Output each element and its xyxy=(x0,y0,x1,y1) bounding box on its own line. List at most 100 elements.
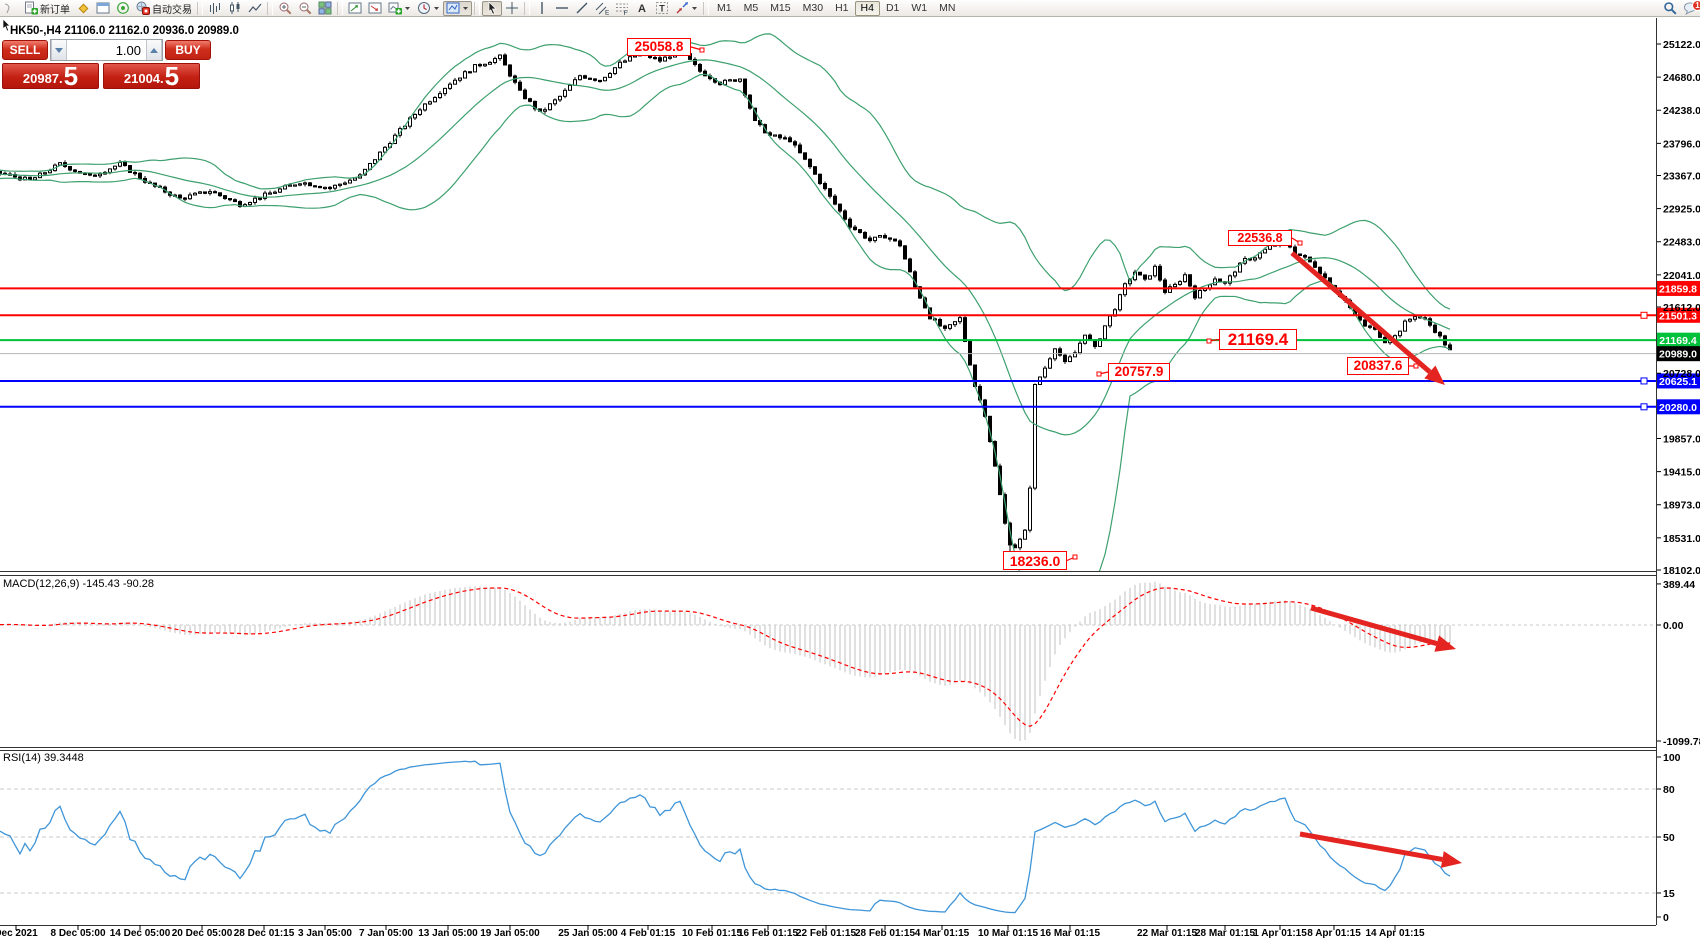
candles-layer xyxy=(0,49,1452,560)
price-annotation[interactable]: 25058.8 xyxy=(627,38,691,56)
rsi-axis-tick: 100 xyxy=(1663,752,1681,764)
arrows-button[interactable] xyxy=(672,1,701,16)
lot-size-value[interactable]: 1.00 xyxy=(67,40,146,60)
timeframe-M1[interactable]: M1 xyxy=(711,1,738,16)
price-annotation[interactable]: 18236.0 xyxy=(1003,551,1067,570)
zoom-out-icon[interactable] xyxy=(295,1,315,16)
bollinger-bands xyxy=(0,34,1450,594)
timeframe-M15[interactable]: M15 xyxy=(764,1,796,16)
trend-arrow-head xyxy=(1441,851,1462,868)
trend-arrow[interactable] xyxy=(1311,608,1437,644)
time-axis-label: 20 Dec 05:00 xyxy=(172,928,233,939)
annotation-anchor xyxy=(1097,372,1101,376)
price-annotation[interactable]: 22536.8 xyxy=(1228,230,1292,246)
chart-title: HK50-,H4 21106.0 21162.0 20936.0 20989.0 xyxy=(10,25,239,37)
svg-text:T: T xyxy=(659,4,665,14)
timeframe-M30[interactable]: M30 xyxy=(797,1,829,16)
add-indicator-button[interactable] xyxy=(385,1,414,16)
timeframe-W1[interactable]: W1 xyxy=(905,1,933,16)
macd-indicator-label: MACD(12,26,9) -145.43 -90.28 xyxy=(3,578,154,590)
signal-icon[interactable] xyxy=(113,1,133,16)
partial-icon[interactable] xyxy=(1,1,21,16)
auto-scroll-icon[interactable] xyxy=(345,1,365,16)
notifications-icon[interactable]: 1 xyxy=(1680,1,1700,16)
rsi-axis-tick: 50 xyxy=(1663,832,1675,844)
new-order-button[interactable]: 新订单 xyxy=(21,1,73,16)
rsi-indicator-label: RSI(14) 39.3448 xyxy=(3,752,84,764)
timeframe-H1[interactable]: H1 xyxy=(829,1,854,16)
time-axis-label: 16 Feb 01:15 xyxy=(738,928,798,939)
zoom-in-icon[interactable] xyxy=(275,1,295,16)
annotation-anchor xyxy=(1073,555,1077,559)
rsi-axis-tick: 80 xyxy=(1663,784,1675,796)
triangle-up-icon xyxy=(150,48,158,53)
timeframe-M5[interactable]: M5 xyxy=(738,1,765,16)
buy-price-main: 21004. xyxy=(124,71,164,87)
quote-row: 20987.5 21004.5 xyxy=(2,63,213,89)
line-handle[interactable] xyxy=(1641,378,1647,384)
sell-price-main: 20987. xyxy=(23,71,63,87)
time-axis-label: 7 Jan 05:00 xyxy=(359,928,413,939)
chart-window-icon[interactable] xyxy=(93,1,113,16)
svg-text:A: A xyxy=(638,3,646,15)
horizontal-line-button[interactable] xyxy=(552,1,572,16)
dropdown-caret-icon xyxy=(691,1,698,15)
crosshair-button[interactable] xyxy=(502,1,522,16)
lot-increase-button[interactable] xyxy=(146,40,162,60)
price-tag-label: 21859.8 xyxy=(1659,283,1697,295)
time-axis-label: Dec 2021 xyxy=(0,928,38,939)
autotrade-button[interactable]: 自动交易 xyxy=(133,1,195,16)
annotation-anchor xyxy=(700,48,704,52)
time-axis-label: 8 Apr 01:15 xyxy=(1307,928,1361,939)
one-click-trading-panel: SELL 1.00 BUY 20987.5 21004.5 xyxy=(2,39,213,89)
trendline-button[interactable] xyxy=(572,1,592,16)
tile-windows-icon[interactable] xyxy=(315,1,335,16)
buy-button[interactable]: BUY xyxy=(165,40,211,60)
price-axis-tick: 23796.0 xyxy=(1663,138,1700,150)
time-axis-label: 22 Mar 01:15 xyxy=(1137,928,1197,939)
templates-button[interactable] xyxy=(443,1,472,16)
lot-size-spinner: 1.00 xyxy=(50,39,163,61)
buy-price-box[interactable]: 21004.5 xyxy=(103,63,200,89)
price-axis-tick: 20728.0 xyxy=(1663,368,1700,380)
bar-chart-icon[interactable] xyxy=(205,1,225,16)
line-handle[interactable] xyxy=(1641,312,1647,318)
toolbar-separator xyxy=(337,2,343,15)
timeframe-H4[interactable]: H4 xyxy=(855,1,880,16)
price-tag-label: 21169.4 xyxy=(1659,335,1697,347)
candlestick-chart-icon[interactable] xyxy=(225,1,245,16)
search-icon[interactable] xyxy=(1660,1,1680,16)
cursor-button[interactable] xyxy=(482,1,502,16)
vertical-line-button[interactable] xyxy=(532,1,552,16)
price-annotation[interactable]: 21169.4 xyxy=(1219,329,1297,350)
macd-axis-tick: -1099.78 xyxy=(1663,736,1700,748)
sell-price-box[interactable]: 20987.5 xyxy=(2,63,99,89)
periods-button[interactable] xyxy=(414,1,443,16)
timeframe-D1[interactable]: D1 xyxy=(880,1,905,16)
time-axis-label: 8 Dec 05:00 xyxy=(50,928,105,939)
price-axis-tick: 19857.0 xyxy=(1663,434,1700,446)
price-axis-tick: 18531.0 xyxy=(1663,533,1700,545)
price-annotation[interactable]: 20757.9 xyxy=(1108,363,1170,381)
indicator-list-icon[interactable] xyxy=(73,1,93,16)
sell-button[interactable]: SELL xyxy=(2,40,48,60)
timeframe-MN[interactable]: MN xyxy=(933,1,961,16)
new-order-button-label: 新订单 xyxy=(40,1,70,16)
lot-decrease-button[interactable] xyxy=(51,40,67,60)
text-button[interactable]: A xyxy=(632,1,652,16)
price-axis-tick: 24238.0 xyxy=(1663,105,1700,117)
fibonacci-button[interactable]: F xyxy=(612,1,632,16)
price-annotation[interactable]: 20837.6 xyxy=(1347,357,1409,375)
dropdown-caret-icon xyxy=(462,1,469,15)
line-chart-icon[interactable] xyxy=(245,1,265,16)
line-handle[interactable] xyxy=(1641,404,1647,410)
time-axis-label: 19 Jan 05:00 xyxy=(480,928,540,939)
macd-axis-tick: 0.00 xyxy=(1663,620,1684,632)
price-axis-tick: 22925.0 xyxy=(1663,204,1700,216)
chart-shift-icon[interactable] xyxy=(365,1,385,16)
trade-panel-row: SELL 1.00 BUY xyxy=(2,39,213,61)
label-button[interactable]: T xyxy=(652,1,672,16)
equidistant-channel-button[interactable]: E xyxy=(592,1,612,16)
